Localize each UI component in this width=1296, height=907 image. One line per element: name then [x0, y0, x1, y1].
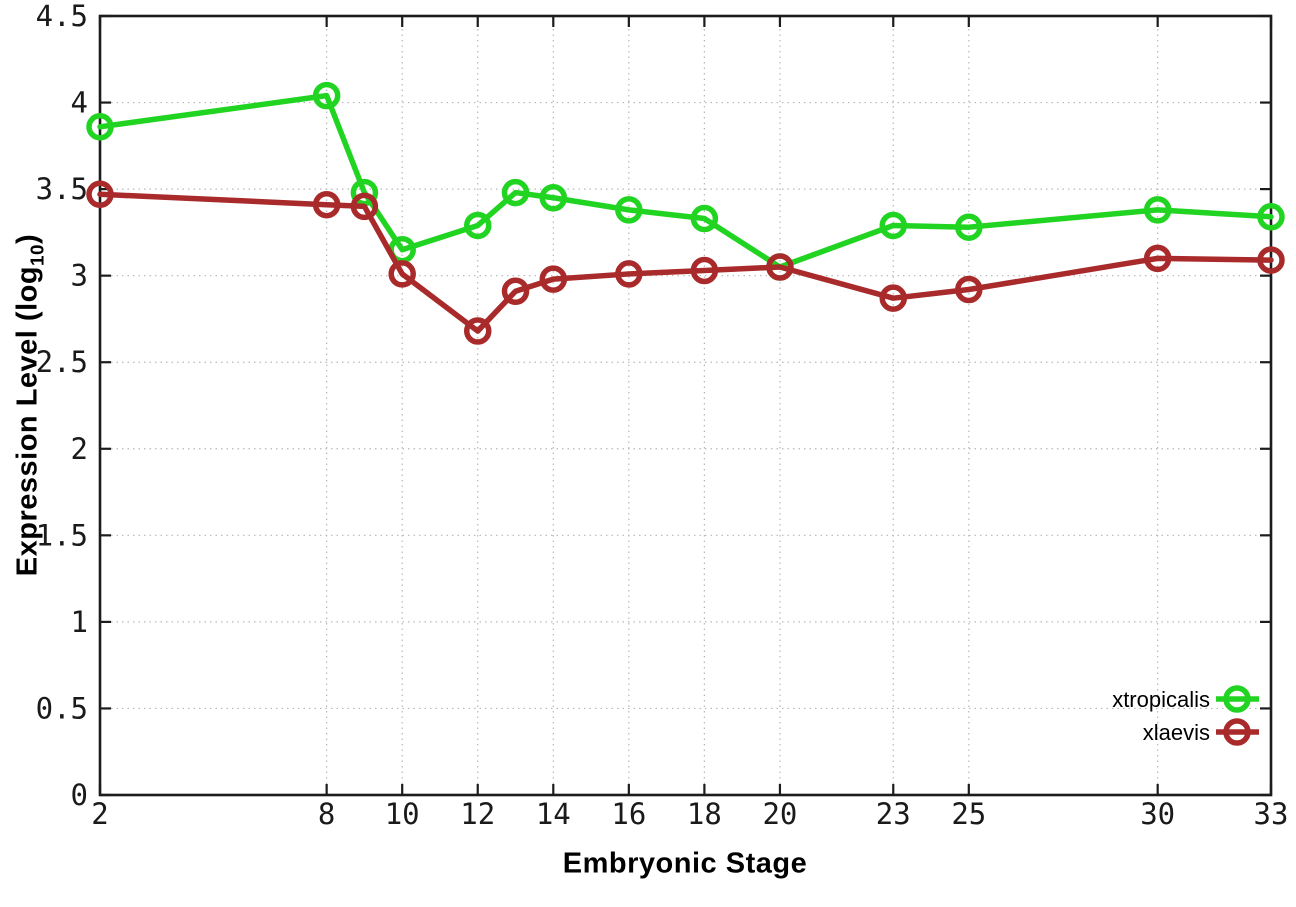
y-tick-label: 3	[71, 259, 88, 293]
data-point-marker-xtropicalis	[1143, 196, 1172, 224]
data-point-marker-xlaevis	[766, 253, 794, 281]
data-point-marker-xlaevis	[388, 260, 416, 288]
x-axis-title-text: Embryonic Stage	[562, 847, 808, 880]
y-tick-label: 2.5	[36, 345, 88, 379]
tick-marks	[98, 14, 1273, 797]
data-point-marker-xlaevis	[615, 260, 643, 288]
y-tick-label: 0	[71, 778, 88, 812]
y-tick-label: 4.5	[36, 0, 88, 33]
y-tick-label: 3.5	[36, 172, 88, 206]
y-axis-title-subscript: 10	[26, 243, 48, 266]
data-point-marker-xtropicalis	[312, 81, 341, 110]
x-tick-label: 18	[687, 797, 722, 831]
data-point-marker-xlaevis	[690, 256, 719, 285]
x-tick-label: 25	[951, 797, 986, 831]
data-point-marker-xlaevis	[350, 192, 379, 221]
data-point-marker-xlaevis	[539, 265, 568, 293]
legend-entry-xtropicalis: xtropicalis	[1112, 685, 1259, 713]
data-point-marker-xtropicalis	[879, 211, 908, 240]
x-axis-title: Embryonic Stage	[563, 848, 807, 881]
data-point-marker-xlaevis	[501, 277, 530, 305]
data-point-marker-xlaevis	[955, 275, 983, 304]
data-point-marker-xlaevis	[86, 180, 114, 209]
data-point-marker-xlaevis	[463, 317, 492, 345]
x-tick-label: 20	[762, 797, 797, 831]
y-axis-title: Expression Level (log10)	[12, 234, 49, 576]
gridlines	[99, 15, 1272, 796]
legend-label-xtropicalis: xtropicalis	[1112, 687, 1210, 712]
legend-entry-xlaevis: xlaevis	[1143, 718, 1259, 746]
data-point-marker-xlaevis	[312, 190, 341, 219]
data-point-marker-xtropicalis	[463, 211, 492, 240]
x-tick-label: 30	[1140, 797, 1175, 831]
x-tick-label: 23	[876, 797, 911, 831]
y-tick-label: 1	[71, 605, 88, 639]
data-point-marker-xlaevis	[1257, 246, 1285, 274]
x-tick-label: 8	[318, 797, 335, 831]
series-xlaevis	[86, 180, 1285, 345]
legend-sample-marker-xtropicalis	[1223, 685, 1251, 713]
y-axis-title-text: Expression Level (log	[11, 265, 44, 577]
plot-border	[98, 14, 1273, 797]
x-tick-labels: 2 8 10 12 14 16 18 20 23 25 30 33	[91, 797, 1288, 831]
data-point-marker-xlaevis	[879, 284, 908, 312]
y-tick-label: 2	[71, 432, 88, 466]
x-tick-label: 10	[385, 797, 420, 831]
data-point-marker-xtropicalis	[955, 213, 983, 241]
y-tick-label: 1.5	[36, 518, 88, 552]
y-tick-label: 0.5	[36, 691, 88, 725]
data-point-marker-xtropicalis	[690, 204, 719, 233]
x-tick-label: 33	[1254, 797, 1289, 831]
legend-sample-marker-xlaevis	[1223, 718, 1251, 746]
data-point-marker-xtropicalis	[539, 184, 568, 212]
x-tick-label: 12	[460, 797, 495, 831]
data-point-marker-xtropicalis	[86, 113, 114, 141]
series-xtropicalis	[86, 81, 1285, 281]
y-axis-title-close: )	[11, 233, 44, 244]
data-point-marker-xtropicalis	[350, 178, 379, 207]
data-point-marker-xtropicalis	[1257, 203, 1285, 231]
data-point-marker-xlaevis	[1143, 244, 1172, 273]
x-tick-label: 14	[536, 797, 571, 831]
data-point-marker-xtropicalis	[501, 178, 530, 207]
series-line-xtropicalis	[97, 92, 1274, 270]
legend-label-xlaevis: xlaevis	[1143, 720, 1210, 745]
x-tick-label: 2	[91, 797, 108, 831]
data-point-marker-xtropicalis	[615, 196, 643, 224]
legend: xtropicalis xlaevis	[1112, 685, 1259, 746]
y-tick-label: 4	[71, 86, 88, 120]
y-tick-labels: 0 0.5 1 1.5 2 2.5 3 3.5 4 4.5	[36, 0, 88, 812]
x-tick-label: 16	[611, 797, 646, 831]
